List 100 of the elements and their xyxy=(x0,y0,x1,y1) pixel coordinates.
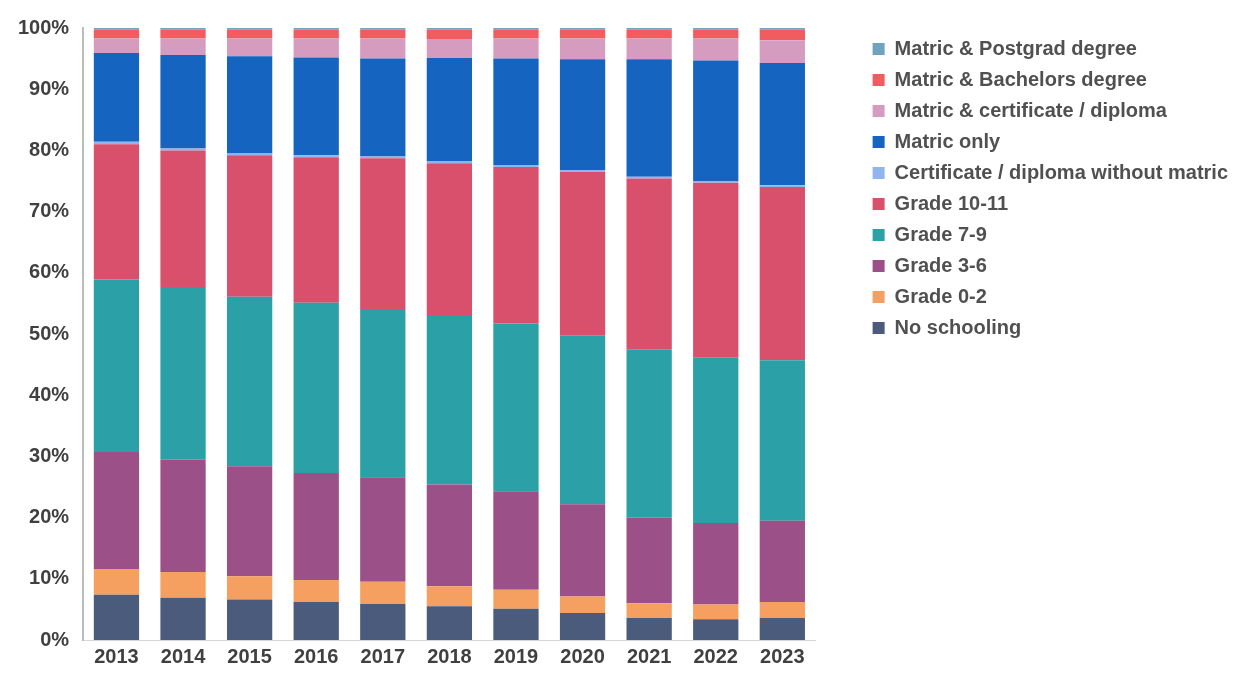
y-tick-label: 70% xyxy=(29,199,70,222)
bar xyxy=(360,58,406,157)
bar xyxy=(693,29,739,39)
bar xyxy=(759,62,805,186)
bar xyxy=(426,163,473,316)
bar xyxy=(93,279,140,453)
legend-label: Matric only xyxy=(894,129,1002,152)
y-tick-label: 60% xyxy=(29,260,70,283)
legend-label: Grade 3-6 xyxy=(894,253,987,276)
bar xyxy=(360,38,406,59)
bar xyxy=(759,360,805,521)
bar xyxy=(693,60,739,181)
bar xyxy=(360,29,406,39)
bar xyxy=(493,166,539,324)
bar xyxy=(293,29,339,39)
x-tick-label: 2013 xyxy=(94,644,139,667)
bar xyxy=(426,29,473,40)
x-tick-label: 2020 xyxy=(560,644,605,667)
y-tick-label: 10% xyxy=(29,566,70,589)
bar xyxy=(160,54,206,149)
bar xyxy=(93,38,140,54)
x-tick-label: 2016 xyxy=(293,644,339,667)
bar xyxy=(759,29,805,41)
x-tick-label: 2017 xyxy=(360,644,406,667)
y-tick-label: 20% xyxy=(29,505,70,528)
bar xyxy=(160,459,206,573)
bar xyxy=(559,596,606,614)
bar xyxy=(93,53,140,142)
y-tick-label: 40% xyxy=(29,382,70,405)
x-tick-label: 2023 xyxy=(760,644,805,667)
bar xyxy=(226,296,273,467)
legend-label: Grade 10-11 xyxy=(894,191,1009,214)
legend-label: No schooling xyxy=(894,315,1022,338)
bar xyxy=(759,520,805,603)
bar xyxy=(93,452,140,570)
bar xyxy=(93,29,140,39)
legend-label: Grade 0-2 xyxy=(894,284,987,307)
bar xyxy=(693,619,739,640)
bar xyxy=(160,597,206,640)
bar xyxy=(226,576,273,600)
bar xyxy=(559,613,606,640)
bar xyxy=(759,40,805,63)
bar xyxy=(93,594,140,640)
bar xyxy=(626,349,672,518)
bar xyxy=(426,315,473,485)
bar xyxy=(160,150,206,287)
legend-label: Matric & certificate / diploma xyxy=(894,98,1168,121)
legend-label: Grade 7-9 xyxy=(894,222,987,245)
bar xyxy=(626,603,672,618)
y-tick-label: 80% xyxy=(29,137,70,160)
bar xyxy=(360,603,406,640)
bar xyxy=(293,57,339,156)
bar xyxy=(493,58,539,166)
bar xyxy=(293,38,339,58)
bar xyxy=(693,523,739,605)
bar xyxy=(426,586,473,607)
bar xyxy=(559,171,606,336)
bar xyxy=(559,59,606,170)
bar xyxy=(759,602,805,618)
y-tick-label: 100% xyxy=(18,15,70,38)
legend-label: Matric & Bachelors degree xyxy=(894,67,1147,90)
bar xyxy=(293,602,339,640)
bar xyxy=(559,504,606,597)
bar xyxy=(493,323,539,492)
bar xyxy=(559,29,606,39)
bar xyxy=(293,302,339,473)
x-tick-label: 2014 xyxy=(160,644,207,667)
bar xyxy=(360,308,406,478)
bar xyxy=(160,38,206,55)
bar xyxy=(559,38,606,60)
legend-label: Matric & Postgrad degree xyxy=(894,36,1137,59)
legend-label: Certificate / diploma without matric xyxy=(894,160,1229,183)
bar xyxy=(493,589,539,609)
bar xyxy=(226,155,273,297)
bar xyxy=(293,580,339,603)
bar xyxy=(426,484,473,587)
bar xyxy=(493,491,539,590)
bar xyxy=(226,599,273,640)
y-tick-label: 90% xyxy=(29,76,70,99)
bar xyxy=(759,617,805,640)
bar xyxy=(293,157,339,303)
bar xyxy=(360,581,406,604)
bar xyxy=(226,466,273,577)
bar xyxy=(759,187,805,361)
x-tick-label: 2019 xyxy=(493,644,539,667)
bar xyxy=(693,38,739,61)
y-tick-label: 0% xyxy=(40,627,70,650)
bar xyxy=(626,178,672,350)
bar xyxy=(626,517,672,604)
bar xyxy=(160,29,206,39)
bar xyxy=(426,39,473,58)
bar xyxy=(226,38,273,57)
bar xyxy=(626,38,672,60)
bar xyxy=(626,617,672,640)
bar xyxy=(493,38,539,59)
x-tick-label: 2015 xyxy=(227,644,272,667)
bar xyxy=(426,57,473,162)
bar xyxy=(160,572,206,598)
bar xyxy=(693,357,739,524)
x-tick-label: 2022 xyxy=(693,644,738,667)
